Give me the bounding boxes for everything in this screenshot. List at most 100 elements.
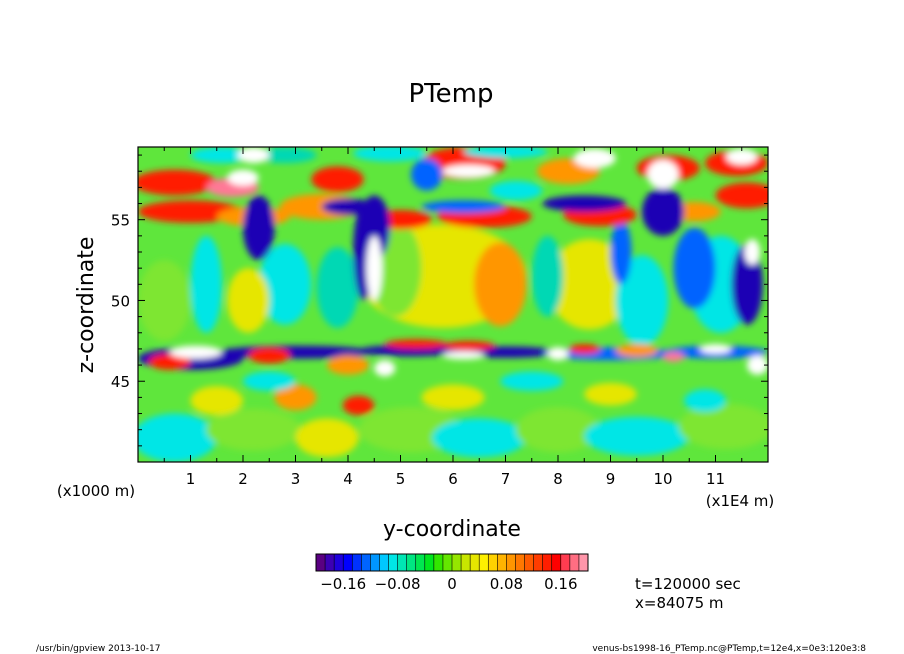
colorbar-swatch xyxy=(524,554,534,571)
field-patch xyxy=(148,353,191,370)
field-patch xyxy=(316,247,359,328)
colorbar-swatch xyxy=(461,554,471,571)
field-patch xyxy=(610,219,632,285)
y-tick-label: 50 xyxy=(111,292,130,310)
field-patch xyxy=(673,227,716,309)
x-tick-label: 1 xyxy=(186,470,196,488)
y-axis-units: (x1000 m) xyxy=(57,482,135,500)
x-tick-label: 7 xyxy=(501,470,511,488)
info-position: x=84075 m xyxy=(635,594,724,612)
field-patch xyxy=(432,418,527,458)
field-patch xyxy=(190,386,243,416)
field-patch xyxy=(647,159,679,189)
colorbar-swatch xyxy=(542,554,553,571)
field-patch xyxy=(243,195,275,261)
field-patch xyxy=(342,395,375,416)
field-patch xyxy=(411,158,443,191)
colorbar-swatch xyxy=(533,554,544,571)
colorbar-tick-label: 0.16 xyxy=(544,575,577,593)
colorbar-swatch xyxy=(470,554,480,571)
field-patch xyxy=(584,382,637,406)
colorbar-swatch xyxy=(488,554,498,571)
field-patch xyxy=(715,182,768,209)
field-patch xyxy=(474,242,527,327)
colorbar-frame xyxy=(315,553,589,572)
field-patch xyxy=(248,347,291,364)
field-patch xyxy=(227,268,270,333)
x-tick-label: 4 xyxy=(343,470,353,488)
field-patch xyxy=(568,344,600,354)
field-patch xyxy=(421,200,506,214)
colorbar-swatch xyxy=(406,554,417,571)
field-patch xyxy=(663,352,684,362)
field-patch xyxy=(747,355,768,375)
field-patch xyxy=(516,407,600,453)
field-patch xyxy=(327,355,369,375)
field-patch xyxy=(678,403,768,450)
field-patch xyxy=(615,344,658,357)
field-patch xyxy=(442,340,495,351)
colorbar-swatch xyxy=(334,554,344,571)
field-patch xyxy=(615,255,669,346)
x-tick-label: 10 xyxy=(653,470,672,488)
x-tick-label: 9 xyxy=(606,470,616,488)
colorbar-swatch xyxy=(361,554,371,571)
field-patch xyxy=(190,147,254,164)
field-patch xyxy=(542,195,627,212)
field-patch xyxy=(726,148,758,165)
field-patch xyxy=(258,243,312,325)
colorbar-swatch xyxy=(452,554,462,571)
field-patch xyxy=(274,384,317,411)
field-patch xyxy=(500,371,564,391)
colorbar-swatch xyxy=(442,554,453,571)
field-patch xyxy=(243,371,296,391)
field-patch xyxy=(206,408,301,451)
colorbar-ticks: −0.16 −0.08 0 0.08 0.16 xyxy=(320,575,577,593)
field-patch xyxy=(442,164,495,178)
colorbar-swatch xyxy=(397,554,408,571)
x-axis-units: (x1E4 m) xyxy=(706,492,775,510)
colorbar-tick-label: −0.08 xyxy=(375,575,421,593)
field-patch xyxy=(384,339,448,349)
colorbar-swatch xyxy=(325,554,335,571)
field-patch xyxy=(573,148,616,168)
field-patch xyxy=(358,344,464,357)
field-patch xyxy=(190,235,222,333)
field-patch xyxy=(374,360,396,377)
field-patch xyxy=(421,384,485,411)
field-patch xyxy=(138,413,217,462)
x-axis: 1 2 3 4 5 6 7 8 9 10 11 xyxy=(163,147,743,488)
colorbar-swatch xyxy=(578,554,589,571)
field-patch xyxy=(311,166,364,193)
footer-left: /usr/bin/gpview 2013-10-17 xyxy=(36,644,160,654)
y-tick-label: 45 xyxy=(111,373,130,391)
colorbar-swatch xyxy=(551,554,562,571)
colorbar-swatch xyxy=(352,554,362,571)
field-patch xyxy=(138,200,243,223)
field-patch xyxy=(531,235,564,317)
field-patch xyxy=(237,147,270,164)
field-patch xyxy=(366,235,383,301)
colorbar-swatch xyxy=(433,554,444,571)
field-patch xyxy=(584,416,690,456)
colorbar-swatch xyxy=(569,554,580,571)
colorbar-swatch xyxy=(479,554,489,571)
colorbar-swatch xyxy=(424,554,435,571)
heatmap-field xyxy=(138,147,768,462)
field-patch xyxy=(547,347,569,361)
footer-right: venus-bs1998-16_PTemp.nc@PTemp,t=12e4,x=… xyxy=(592,644,866,654)
field-patch xyxy=(642,187,684,236)
colorbar-swatch xyxy=(497,554,507,571)
colorbar-swatch xyxy=(379,554,389,571)
y-axis-label: z-coordinate xyxy=(74,237,99,374)
colorbar-tick-label: 0.08 xyxy=(490,575,523,593)
x-tick-label: 2 xyxy=(238,470,248,488)
field-patch xyxy=(358,195,390,261)
x-axis-label: y-coordinate xyxy=(383,517,521,542)
x-tick-label: 6 xyxy=(448,470,458,488)
field-patch xyxy=(699,344,732,354)
colorbar-swatch xyxy=(506,554,516,571)
colorbar-swatch xyxy=(343,554,353,571)
heatmap-area xyxy=(138,147,768,462)
